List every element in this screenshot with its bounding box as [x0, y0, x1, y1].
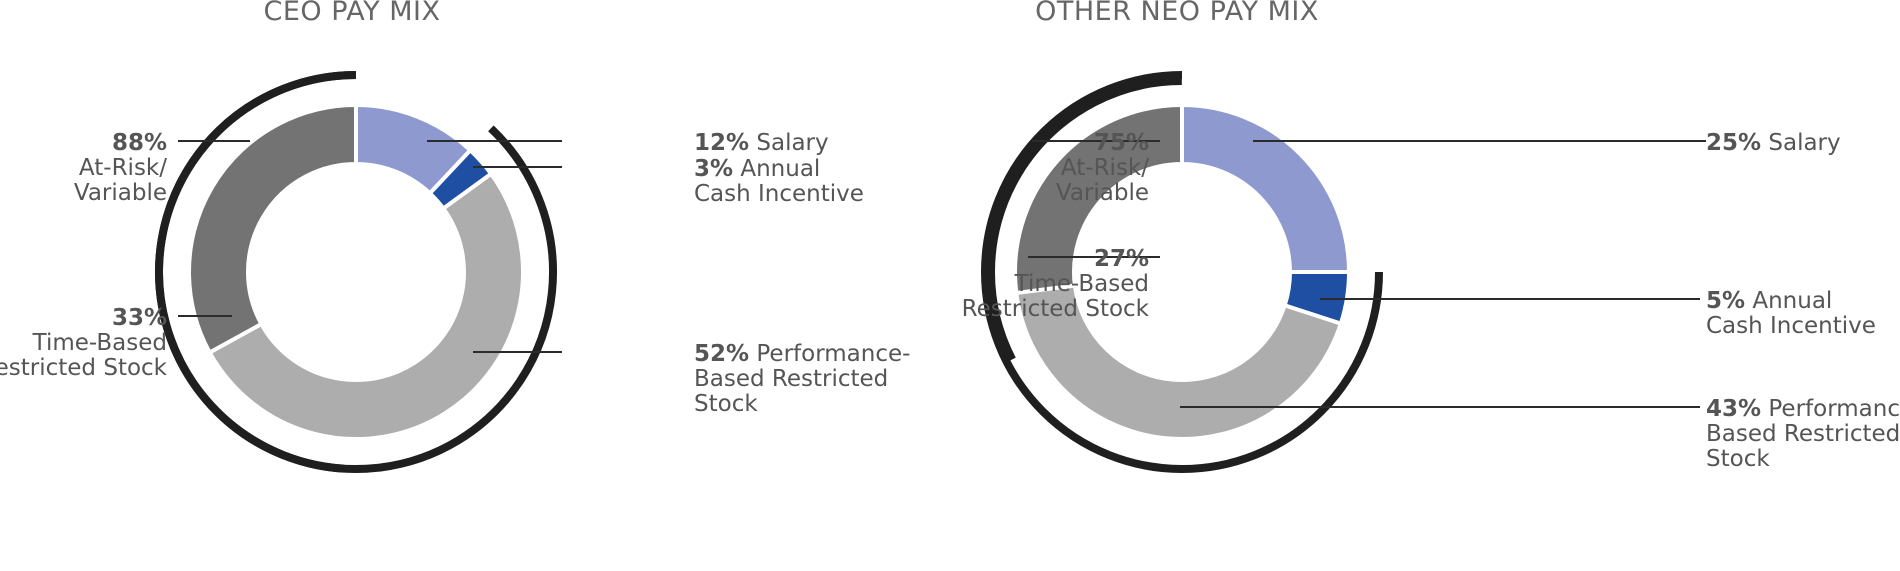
neo-chart-title: OTHER NEO PAY MIX [1035, 0, 1319, 27]
ceo-label-annual-cash-incentive: 3% Annual Cash Incentive [694, 156, 864, 207]
neo-label-at-risk: 75% At-Risk/Variable [1056, 130, 1149, 206]
ceo-label-time-based-stock-value: 33% [112, 305, 167, 331]
neo-slice-salary [1180, 102, 1352, 274]
neo-label-salary-value: 25% [1706, 130, 1761, 156]
ceo-label-annual-cash-incentive-value: 3% [694, 156, 733, 182]
neo-label-at-risk-value: 75% [1094, 130, 1149, 156]
neo-label-time-based-stock: 27% Time-Based Restricted Stock [962, 246, 1150, 322]
ceo-label-at-risk: 88% At-Risk/Variable [74, 130, 167, 206]
ceo-label-salary: 12% Salary [694, 130, 829, 156]
ceo-time-based-bracket [155, 71, 356, 473]
neo-label-annual-cash-incentive: 5% Annual Cash Incentive [1706, 288, 1876, 339]
neo-label-time-based-stock-value: 27% [1094, 246, 1149, 272]
neo-label-salary: 25% Salary [1706, 130, 1841, 156]
ceo-chart-title: CEO PAY MIX [263, 0, 440, 27]
other-neo-pay-mix-chart: OTHER NEO PAY MIX 25% Salary 5% Annual Cash… [962, 0, 1900, 473]
ceo-label-performance-based-stock: 52% Performance-Based Restricted Stock [694, 341, 910, 417]
neo-slice-time-based-stock [1013, 102, 1184, 296]
neo-label-annual-cash-incentive-value: 5% [1706, 288, 1745, 314]
neo-label-performance-based-stock-value: 43% [1706, 396, 1761, 422]
ceo-label-performance-based-stock-value: 52% [694, 341, 749, 367]
ceo-slice-time-based-stock [187, 102, 358, 356]
ceo-slice-performance-based-stock [206, 171, 525, 441]
ceo-label-at-risk-value: 88% [112, 130, 167, 156]
neo-at-risk-bracket [981, 71, 1383, 473]
neo-time-based-bracket [987, 77, 1182, 362]
neo-slice-performance-based-stock [1014, 283, 1344, 441]
ceo-label-salary-value: 12% [694, 130, 749, 156]
